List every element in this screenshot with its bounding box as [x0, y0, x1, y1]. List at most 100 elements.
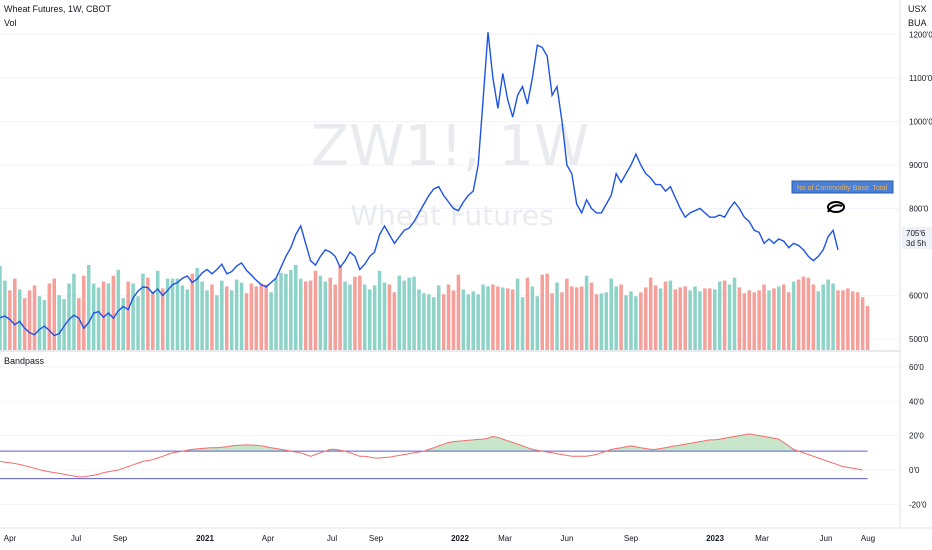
volume-bar [57, 295, 61, 350]
volume-bar [17, 289, 22, 350]
volume-bar [816, 291, 821, 350]
volume-bar [668, 280, 673, 350]
volume-bar [639, 292, 643, 350]
time-axis-tick: 2021 [196, 534, 214, 543]
volume-bar [249, 283, 254, 350]
volume-bar [195, 267, 199, 350]
price-tag: 705'6 3d 5h [902, 227, 932, 249]
bandpass-axis-ticks: 60'0 40'0 20'0 0'0 -20'0 [909, 363, 927, 510]
volume-bar [525, 277, 530, 350]
price-axis-tick: 500'0 [909, 335, 929, 344]
volume-bar [786, 292, 791, 350]
volume-bar [190, 273, 195, 350]
volume-bar [372, 285, 377, 350]
unit-label: BUA [908, 18, 927, 28]
volume-bar [422, 293, 426, 350]
volume-bar [22, 298, 27, 350]
volume-bar [27, 290, 32, 350]
price-axis-tick: 1100'0 [909, 74, 932, 83]
volume-bar [244, 293, 249, 350]
time-axis-tick: Mar [498, 534, 512, 543]
volume-bar [634, 296, 638, 350]
volume-bar [683, 286, 687, 350]
volume-label: Vol [4, 18, 17, 28]
volume-bar [565, 278, 569, 350]
volume-bar [382, 282, 387, 350]
volume-bar [131, 283, 135, 350]
volume-bar [476, 294, 480, 350]
volume-bar [732, 277, 737, 350]
volume-bar [530, 286, 535, 350]
time-axis-tick: 2022 [451, 534, 469, 543]
bandpass-axis-tick: 60'0 [909, 363, 924, 372]
volume-bar [599, 293, 604, 350]
volume-bar [496, 286, 500, 350]
volume-bar [737, 287, 742, 350]
watermark-ticker: ZW1!, 1W [311, 114, 589, 179]
watermark-name: Wheat Futures [350, 199, 553, 232]
volume-bar [210, 284, 214, 350]
bandpass-label: Bandpass [4, 356, 45, 366]
volume-bar [358, 275, 362, 350]
volume-bar [42, 300, 47, 350]
volume-bar [407, 277, 411, 350]
volume-bar [446, 284, 451, 350]
volume-bar [200, 281, 204, 350]
price-axis-tick: 1000'0 [909, 117, 932, 126]
volume-bar [594, 294, 599, 350]
volume-bar [752, 292, 756, 350]
marker-icon[interactable] [827, 201, 845, 213]
volume-bar [412, 276, 416, 350]
time-axis-tick: Jun [820, 534, 833, 543]
volume-bar [486, 286, 490, 350]
volume-bar [747, 290, 752, 350]
volume-bar [215, 295, 219, 350]
volume-bar [289, 269, 293, 350]
volume-bars [0, 264, 870, 350]
volume-bar [343, 281, 347, 350]
bandpass-axis-tick: 40'0 [909, 397, 924, 406]
volume-bar [417, 289, 421, 350]
volume-bar [471, 291, 475, 350]
volume-bar [13, 278, 17, 350]
volume-bar [860, 297, 865, 350]
volume-bar [141, 273, 145, 350]
volume-bar [303, 281, 308, 350]
volume-bar [796, 279, 801, 350]
volume-bar [239, 282, 244, 350]
volume-bar [663, 281, 668, 350]
volume-bar [234, 279, 239, 350]
volume-bar [146, 277, 150, 350]
volume-bar [688, 290, 692, 350]
volume-bar [545, 273, 549, 350]
volume-bar [62, 299, 66, 350]
bandpass-axis-tick: -20'0 [909, 500, 927, 509]
volume-bar [570, 286, 574, 350]
volume-bar [865, 306, 870, 350]
volume-bar [678, 287, 683, 350]
volume-bar [397, 275, 402, 350]
annotation-box[interactable]: No of Commodity Base: Total [791, 180, 894, 194]
bandpass-line [0, 433, 863, 478]
volume-bar [811, 284, 816, 350]
volume-bar [77, 298, 81, 350]
volume-bar [535, 296, 540, 350]
volume-bar [155, 270, 160, 350]
volume-bar [501, 287, 505, 350]
volume-bar [855, 292, 860, 350]
volume-bar [555, 282, 559, 350]
volume-bar [269, 292, 273, 350]
volume-bar [377, 270, 382, 350]
volume-bar [264, 284, 268, 350]
volume-bar [151, 291, 155, 350]
volume-bar [333, 284, 337, 350]
volume-bar [624, 295, 628, 350]
volume-bar [727, 284, 732, 350]
volume-bar [461, 289, 466, 350]
volume-bar [481, 284, 485, 350]
volume-bar [274, 278, 278, 350]
volume-bar [826, 279, 830, 350]
volume-bar [648, 277, 653, 350]
volume-bar [436, 285, 441, 350]
